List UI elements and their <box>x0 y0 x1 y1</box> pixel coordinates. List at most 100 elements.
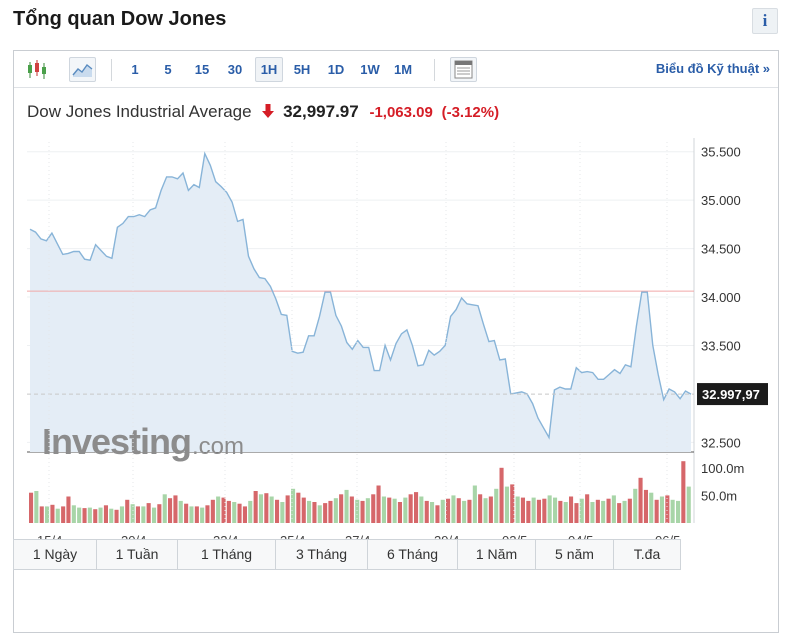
volume-bar <box>205 505 210 523</box>
volume-bar <box>676 500 681 523</box>
range-selector: 1 Ngày 1 Tuần 1 Tháng 3 Tháng 6 Tháng 1 … <box>13 539 681 570</box>
investing-watermark: Investing .com <box>42 421 244 462</box>
volume-bar <box>82 508 87 523</box>
volume-bar <box>242 506 247 523</box>
technical-chart-link[interactable]: Biểu đồ Kỹ thuật » <box>655 61 770 76</box>
volume-bar <box>681 461 686 523</box>
interval-5[interactable]: 5 <box>164 62 172 77</box>
last-price-label: 32.997,97 <box>702 387 760 402</box>
volume-bar <box>638 477 643 523</box>
volume-bar <box>344 489 349 523</box>
volume-bar <box>414 492 419 523</box>
interval-30[interactable]: 30 <box>227 62 243 77</box>
volume-bar <box>45 506 50 523</box>
volume-bar <box>275 499 280 523</box>
range-1-week[interactable]: 1 Tuần <box>97 540 178 569</box>
volume-bar <box>569 496 574 523</box>
volume-bar <box>601 500 606 523</box>
volume-bar <box>686 486 691 523</box>
volume-bar <box>98 507 103 523</box>
volume-bar <box>558 500 563 523</box>
volume-bar <box>531 497 536 523</box>
volume-bar <box>119 506 124 523</box>
volume-bar <box>93 509 98 523</box>
volume-bar <box>173 495 178 523</box>
volume-bar <box>611 495 616 523</box>
interval-15[interactable]: 15 <box>194 62 210 77</box>
interval-1h[interactable]: 1H <box>255 57 283 82</box>
volume-bar <box>467 499 472 523</box>
volume-bar <box>291 488 296 523</box>
range-1-month[interactable]: 1 Tháng <box>178 540 276 569</box>
volume-bar <box>210 499 215 523</box>
price-chart: 35.500 35.000 34.500 34.000 33.500 32.500 32.9… <box>27 138 768 548</box>
volume-bar <box>216 496 221 523</box>
price-line <box>29 151 692 440</box>
volume-tick-label: 100.0m <box>701 461 744 476</box>
volume-bar <box>168 498 173 523</box>
interval-1w[interactable]: 1W <box>360 62 380 77</box>
volume-bar <box>670 499 675 523</box>
volume-bar <box>248 500 253 523</box>
volume-bar <box>157 504 162 523</box>
candlestick-icon[interactable] <box>24 57 51 82</box>
range-1-year[interactable]: 1 Năm <box>458 540 536 569</box>
range-1-day[interactable]: 1 Ngày <box>14 540 97 569</box>
info-button[interactable]: i <box>752 8 778 34</box>
volume-bar <box>590 502 595 523</box>
volume-bar <box>328 500 333 523</box>
area-chart-icon[interactable] <box>69 57 96 82</box>
volume-bar <box>403 497 408 523</box>
interval-1d[interactable]: 1D <box>327 62 345 77</box>
volume-bar <box>162 494 167 523</box>
volume-bar <box>285 495 290 523</box>
quote-header: Dow Jones Industrial Average 32,997.97 -… <box>27 102 499 124</box>
volume-bar <box>355 499 360 523</box>
volume-bar <box>478 494 483 523</box>
y-tick-label: 34.500 <box>701 242 741 257</box>
volume-bar <box>371 494 376 523</box>
volume-bar <box>665 495 670 523</box>
volume-bar <box>585 494 590 523</box>
table-view-icon[interactable] <box>450 57 477 82</box>
interval-1[interactable]: 1 <box>131 62 139 77</box>
toolbar-divider <box>111 59 112 81</box>
range-5-years[interactable]: 5 năm <box>536 540 614 569</box>
volume-bar <box>430 502 435 523</box>
arrow-down-icon <box>262 104 275 118</box>
volume-bar <box>71 505 76 523</box>
volume-bar <box>659 496 664 523</box>
volume-bar <box>435 505 440 523</box>
volume-bar <box>633 488 638 523</box>
volume-bar <box>547 495 552 523</box>
volume-bar <box>360 500 365 523</box>
y-tick-label: 35.000 <box>701 193 741 208</box>
volume-bar <box>232 502 237 523</box>
volume-bar <box>494 488 499 523</box>
volume-bar <box>483 498 488 523</box>
interval-1m[interactable]: 1M <box>393 62 413 77</box>
y-tick-label: 32.500 <box>701 435 741 450</box>
volume-bar <box>55 508 60 523</box>
volume-bar <box>504 486 509 523</box>
volume-bar <box>595 499 600 523</box>
volume-bar <box>152 507 157 523</box>
volume-bar <box>253 491 258 523</box>
page-title: Tổng quan Dow Jones <box>13 8 227 30</box>
range-max[interactable]: T.đa <box>614 540 680 569</box>
volume-bar <box>499 467 504 523</box>
volume-bar <box>114 509 119 523</box>
volume-bar <box>258 494 263 523</box>
volume-bar <box>130 504 135 523</box>
interval-5h[interactable]: 5H <box>293 62 311 77</box>
toolbar-divider <box>434 59 435 81</box>
watermark-suffix: .com <box>192 433 244 460</box>
volume-bar <box>135 506 140 523</box>
range-6-months[interactable]: 6 Tháng <box>368 540 458 569</box>
volume-bar <box>221 497 226 523</box>
volume-bar <box>408 494 413 523</box>
volume-bar <box>526 500 531 523</box>
range-3-months[interactable]: 3 Tháng <box>276 540 368 569</box>
volume-bar <box>376 485 381 523</box>
volume-bar <box>109 508 114 523</box>
